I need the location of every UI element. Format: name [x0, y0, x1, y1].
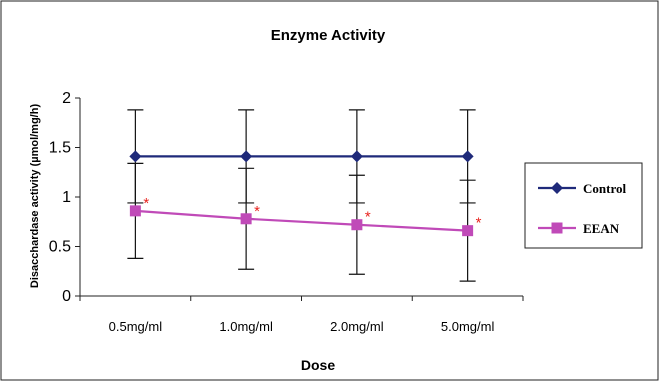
y-axis-label: Disacchardase activity (µmol/mg/h)	[29, 104, 41, 289]
x-tick-label: 0.5mg/ml	[109, 319, 163, 334]
control-point	[240, 150, 253, 163]
x-axis-label: Dose	[301, 357, 335, 373]
eean-series-line	[135, 209, 468, 232]
legend: Control EEAN	[524, 162, 643, 249]
control-point	[129, 150, 142, 163]
eean-point	[351, 219, 363, 231]
chart-title: Enzyme Activity	[271, 27, 386, 44]
eean-significance-label: *	[365, 209, 371, 226]
control-point	[350, 150, 363, 163]
eean-point	[129, 205, 141, 217]
eean-significance-label: *	[143, 195, 149, 212]
eean-significance-label: *	[476, 215, 482, 232]
y-tick-label: 0.5	[49, 239, 71, 256]
y-tick-label: 2	[62, 90, 71, 107]
eean-point	[462, 225, 474, 237]
legend-control-marker	[551, 182, 563, 194]
eean-point	[240, 213, 252, 225]
x-tick-label: 5.0mg/ml	[441, 319, 495, 334]
x-tick-label: 2.0mg/ml	[330, 319, 384, 334]
y-tick-label: 1.5	[49, 140, 71, 157]
legend-eean-label: EEAN	[583, 221, 620, 236]
y-tick-label: 1	[62, 189, 71, 206]
x-tick-label: 1.0mg/ml	[219, 319, 273, 334]
eean-significance-label: *	[254, 203, 260, 220]
legend-eean-marker	[551, 222, 563, 234]
legend-box	[524, 162, 643, 249]
y-tick-label: 0	[62, 288, 71, 305]
plot-area: 0 0.5 1 1.5 2 0.5mg/ml 1.0mg/ml 2.0mg/ml 5.0mg/m…	[49, 90, 524, 334]
control-point	[461, 150, 474, 163]
legend-control-label: Control	[583, 181, 626, 196]
